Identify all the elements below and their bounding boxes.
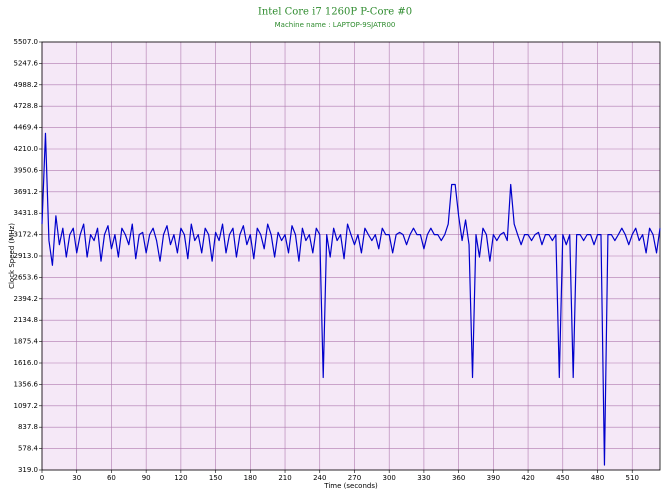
x-tick-label: 150	[209, 474, 222, 482]
x-tick-label: 300	[383, 474, 396, 482]
x-tick-label: 60	[107, 474, 116, 482]
y-tick-label: 2394.2	[14, 295, 39, 303]
y-tick-label: 2134.8	[14, 316, 39, 324]
y-tick-label: 2653.6	[14, 273, 39, 281]
x-tick-label: 480	[591, 474, 604, 482]
y-tick-label: 4988.2	[14, 81, 39, 89]
y-tick-label: 3172.4	[14, 231, 39, 239]
y-tick-label: 4469.4	[14, 124, 39, 132]
y-tick-label: 3431.8	[14, 209, 39, 217]
x-tick-label: 0	[40, 474, 44, 482]
y-tick-label: 319.0	[18, 466, 38, 474]
y-tick-label: 5247.6	[14, 59, 39, 67]
y-tick-label: 578.4	[18, 445, 39, 453]
y-axis-label: Clock Speed (MHz)	[8, 223, 16, 289]
chart-subtitle: Machine name : LAPTOP-9SJATR00	[275, 21, 396, 29]
y-tick-label: 3691.2	[14, 188, 39, 196]
y-tick-label: 837.8	[18, 423, 38, 431]
chart-title: Intel Core i7 1260P P-Core #0	[258, 7, 412, 18]
data-line	[41, 132, 661, 466]
y-tick-label: 1616.0	[14, 359, 39, 367]
x-axis-label: Time (seconds)	[323, 482, 378, 490]
y-tick-label: 1875.4	[14, 338, 39, 346]
x-tick-label: 240	[313, 474, 326, 482]
y-tick-label: 1356.6	[14, 380, 39, 388]
x-tick-label: 270	[348, 474, 361, 482]
x-tick-label: 210	[278, 474, 291, 482]
x-tick-label: 450	[556, 474, 569, 482]
y-tick-label: 5507.0	[14, 38, 39, 46]
x-tick-label: 90	[142, 474, 151, 482]
y-tick-label: 3950.6	[14, 166, 39, 174]
x-tick-label: 510	[626, 474, 639, 482]
y-tick-label: 4210.0	[14, 145, 39, 153]
x-tick-label: 390	[487, 474, 500, 482]
x-tick-label: 420	[521, 474, 534, 482]
x-tick-label: 360	[452, 474, 465, 482]
x-tick-label: 30	[72, 474, 81, 482]
y-tick-label: 1097.2	[14, 402, 39, 410]
x-tick-label: 180	[244, 474, 257, 482]
y-tick-label: 2913.0	[14, 252, 39, 260]
plot-frame	[41, 41, 661, 471]
y-tick-label: 4728.8	[14, 102, 39, 110]
x-tick-label: 120	[174, 474, 187, 482]
x-tick-label: 330	[417, 474, 430, 482]
